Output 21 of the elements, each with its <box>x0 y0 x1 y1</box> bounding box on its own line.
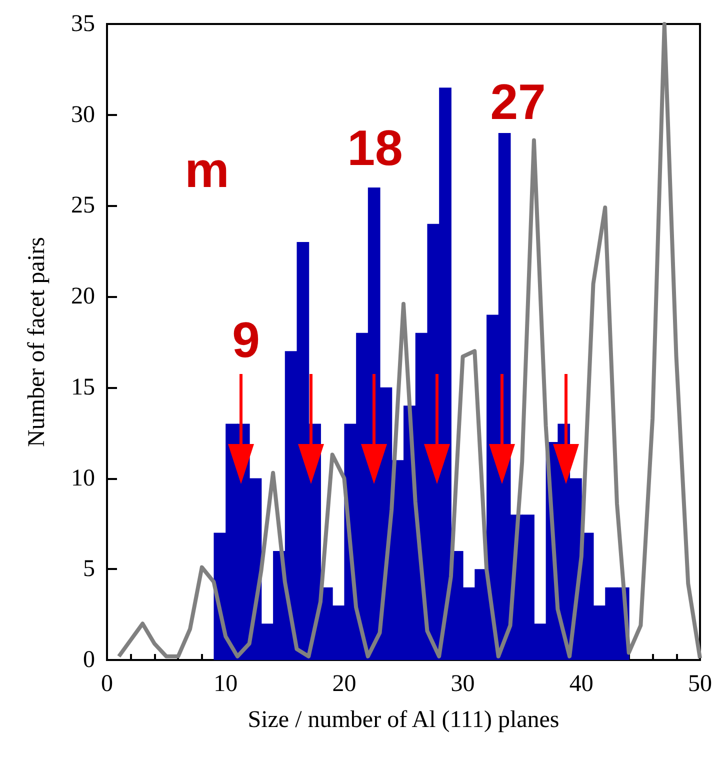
annotation: m <box>184 142 230 198</box>
x-tick-label: 10 <box>214 671 238 697</box>
y-tick-label: 15 <box>71 374 95 400</box>
annotation: 27 <box>490 74 546 130</box>
x-tick-label: 30 <box>450 671 475 697</box>
annotation: 18 <box>347 120 403 176</box>
y-tick-label: 20 <box>71 284 95 310</box>
y-tick-label: 10 <box>71 465 95 492</box>
line-series <box>116 22 702 660</box>
y-axis-title: Number of facet pairs <box>24 237 50 447</box>
y-tick-label: 5 <box>83 556 95 582</box>
y-tick-label: 35 <box>71 11 95 37</box>
y-tick-label: 0 <box>83 647 95 673</box>
annotation: 9 <box>232 312 260 368</box>
x-tick-label: 20 <box>332 671 356 697</box>
x-tick-label: 0 <box>101 671 113 697</box>
x-tick-label: 50 <box>688 671 712 697</box>
y-tick-label: 30 <box>71 102 95 128</box>
x-tick-label: 40 <box>569 671 594 697</box>
x-axis-title: Size / number of Al (111) planes <box>248 707 560 733</box>
y-tick-label: 25 <box>71 192 95 219</box>
